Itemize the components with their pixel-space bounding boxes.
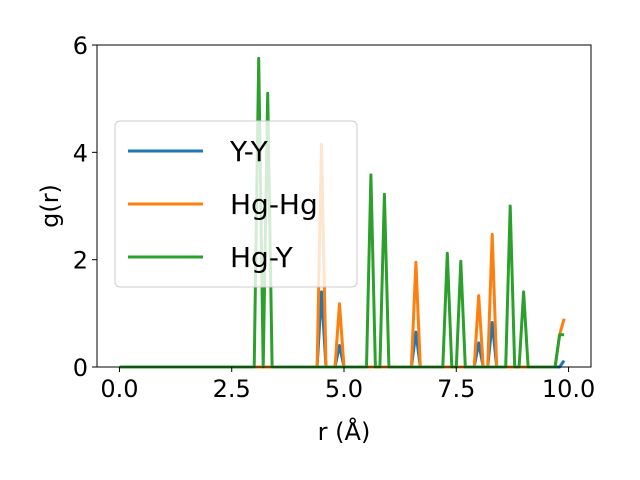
legend-label: Y-Y	[229, 135, 269, 168]
x-axis-label: r (Å)	[318, 417, 371, 446]
x-tick-label: 10.0	[542, 375, 595, 403]
x-tick-label: 7.5	[437, 375, 475, 403]
y-tick-label: 6	[73, 32, 88, 60]
x-tick-label: 5.0	[325, 375, 363, 403]
y-axis: 0 2 4 6	[73, 32, 97, 382]
y-tick-label: 2	[73, 247, 88, 275]
legend-label: Hg-Y	[230, 241, 294, 274]
y-tick-label: 4	[73, 139, 88, 167]
legend: Y-Y Hg-Hg Hg-Y	[114, 120, 358, 288]
y-axis-label: g(r)	[36, 184, 64, 228]
x-tick-label: 0.0	[100, 375, 138, 403]
plot-frame	[96, 44, 592, 368]
x-axis: 0.0 2.5 5.0 7.5 10.0	[100, 367, 595, 403]
x-tick-label: 2.5	[213, 375, 251, 403]
legend-box	[114, 120, 358, 288]
y-tick-label: 0	[73, 354, 88, 382]
legend-label: Hg-Hg	[230, 188, 318, 221]
